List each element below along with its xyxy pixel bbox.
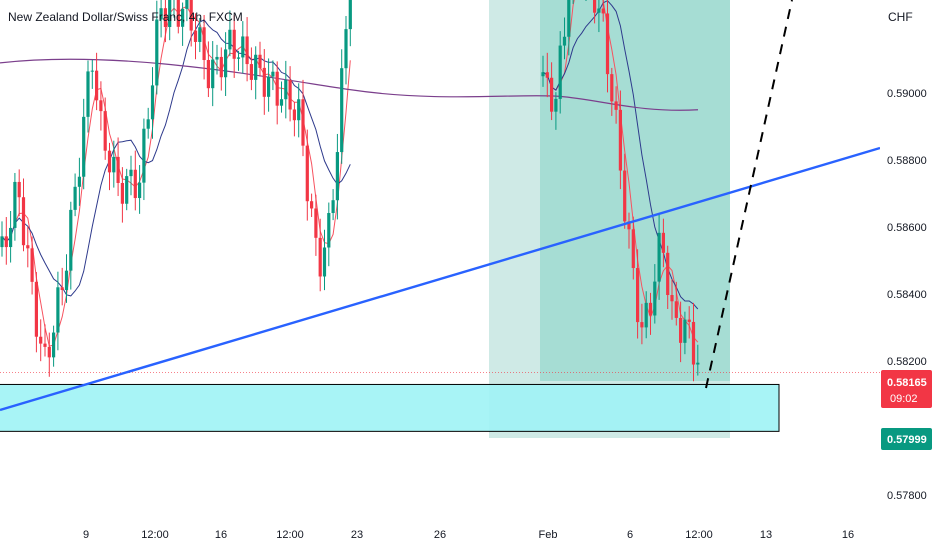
countdown-timer: 09:02 [890,393,918,405]
time-tick-2: 16 [215,529,227,541]
candle [271,60,274,90]
candle [129,156,132,195]
candle [22,179,25,252]
candle [263,49,266,115]
current-price-value: 0.58165 [887,377,927,389]
chart-title: New Zealand Dollar/Swiss Franc, 4h, FXCM [8,10,243,24]
moving-average-mid-a [2,20,350,296]
candle [276,61,279,124]
price-tick-1: 0.58800 [887,155,927,167]
time-tick-5: 26 [434,529,446,541]
candle [327,203,330,267]
candle [267,58,270,111]
time-tick-1: 12:00 [141,529,169,541]
candle [35,272,38,352]
candle [108,143,111,190]
time-tick-8: 12:00 [685,529,713,541]
time-tick-9: 13 [760,529,772,541]
candle [284,61,287,118]
candle [65,254,68,303]
candle [336,134,339,219]
support-zone[interactable] [0,384,779,431]
moving-average-fast-a [2,7,350,347]
candle [319,219,322,292]
candle [74,174,77,217]
price-tick-0: 0.59000 [887,88,927,100]
time-tick-7: 6 [627,529,633,541]
candle [52,326,55,367]
price-tick-4: 0.58200 [887,356,927,368]
time-tick-10: 16 [842,529,854,541]
candle [310,194,313,217]
candle [241,21,244,73]
candle [258,42,261,77]
candle [91,60,94,89]
current-price-tag: 0.58165 09:02 [881,370,932,408]
candle [82,99,85,189]
price-tick-3: 0.58400 [887,289,927,301]
candle [151,67,154,139]
candle [95,53,98,110]
time-tick-4: 23 [351,529,363,541]
candle [142,119,145,200]
trendline[interactable] [0,148,880,410]
price-tick-2: 0.58600 [887,222,927,234]
candle [9,211,12,263]
candle [0,221,3,256]
candle [250,47,253,90]
candle [293,102,296,136]
candle [306,130,309,221]
candle [246,17,249,81]
candle [147,108,150,139]
candle [26,227,29,268]
target-price-value: 0.57999 [887,434,927,446]
candle [340,49,343,164]
candle [5,217,8,265]
candle [138,165,141,214]
price-axis-background [880,0,932,550]
candle [344,16,347,84]
candle [86,60,89,132]
time-tick-0: 9 [83,529,89,541]
candle [18,169,21,216]
currency-label: CHF [888,10,913,24]
candle [13,173,16,241]
candle [43,324,46,356]
candle [104,98,107,160]
time-tick-6: Feb [539,529,558,541]
candle [69,202,72,290]
candle [125,169,128,210]
candle [280,82,283,113]
candle [237,51,240,71]
candle [289,66,292,121]
price-tick-5: 0.57800 [887,490,927,502]
candle [301,80,304,156]
candle [254,46,257,99]
candle [203,15,206,79]
candle [134,151,137,211]
candle [117,137,120,196]
candle [349,0,352,46]
candle [233,15,236,78]
candle [39,319,42,361]
target-price-tag: 0.57999 [881,428,932,450]
candle [220,47,223,90]
candle [31,237,34,295]
candle [211,41,214,106]
candle [297,83,300,137]
position-profit-area [540,0,730,381]
candle [332,189,335,220]
time-tick-3: 12:00 [276,529,304,541]
